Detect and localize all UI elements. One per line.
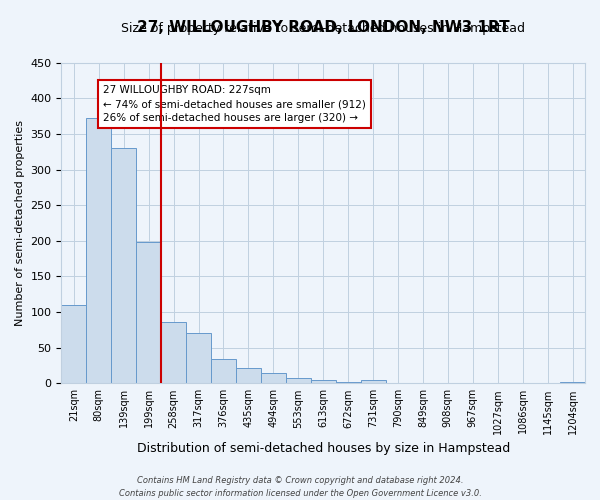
Bar — [61, 305, 86, 384]
Bar — [111, 148, 136, 384]
Bar — [361, 380, 386, 384]
Text: 27, WILLOUGHBY ROAD, LONDON, NW3 1RT: 27, WILLOUGHBY ROAD, LONDON, NW3 1RT — [137, 20, 509, 36]
Text: 27 WILLOUGHBY ROAD: 227sqm
← 74% of semi-detached houses are smaller (912)
26% o: 27 WILLOUGHBY ROAD: 227sqm ← 74% of semi… — [103, 85, 366, 123]
Bar — [211, 359, 236, 384]
Bar — [261, 374, 286, 384]
Bar — [286, 378, 311, 384]
Text: Contains HM Land Registry data © Crown copyright and database right 2024.
Contai: Contains HM Land Registry data © Crown c… — [119, 476, 481, 498]
Bar — [560, 382, 585, 384]
Bar — [335, 382, 361, 384]
Bar — [136, 242, 161, 384]
Bar — [236, 368, 261, 384]
Bar — [161, 322, 186, 384]
Y-axis label: Number of semi-detached properties: Number of semi-detached properties — [15, 120, 25, 326]
Bar — [86, 118, 111, 384]
Bar — [311, 380, 335, 384]
X-axis label: Distribution of semi-detached houses by size in Hampstead: Distribution of semi-detached houses by … — [137, 442, 510, 455]
Bar — [186, 334, 211, 384]
Title: Size of property relative to semi-detached houses in Hampstead: Size of property relative to semi-detach… — [121, 22, 525, 35]
